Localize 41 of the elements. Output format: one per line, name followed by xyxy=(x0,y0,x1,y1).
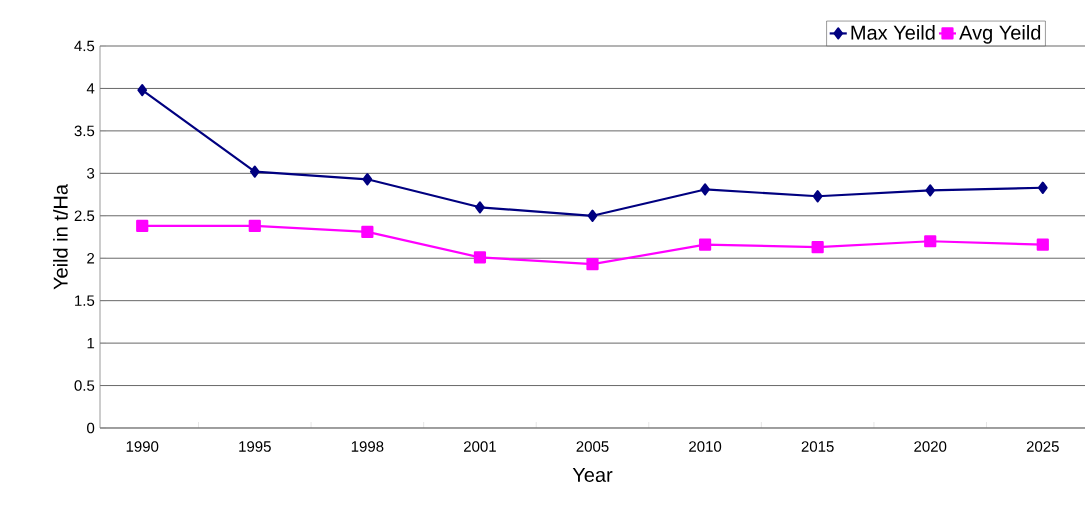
point xyxy=(248,219,261,233)
point xyxy=(137,84,148,97)
y-tick-label: 0 xyxy=(87,422,95,434)
point xyxy=(587,209,598,222)
y-tick-label: 1 xyxy=(87,337,95,349)
y-tick-label: 0.5 xyxy=(74,380,95,391)
legend-label: Max Yeild xyxy=(851,25,935,40)
y-tick-label: 2.5 xyxy=(74,210,95,222)
x-tick-label: 2025 xyxy=(1026,441,1059,452)
x-tick-label: 2010 xyxy=(689,441,722,452)
x-tick-label: 1995 xyxy=(239,441,271,452)
x-tick-label: 2020 xyxy=(914,441,947,452)
point xyxy=(473,251,487,264)
point xyxy=(1036,238,1049,251)
x-axis-title: Year xyxy=(572,468,613,482)
point xyxy=(925,184,936,197)
x-tick-label: 1990 xyxy=(126,441,159,452)
y-tick-label: 4 xyxy=(86,83,95,94)
y-tick-label: 3.5 xyxy=(74,125,95,137)
point xyxy=(811,241,824,254)
y-tick-label: 1.5 xyxy=(75,295,95,306)
point xyxy=(475,201,485,214)
y-tick-label: 3 xyxy=(87,168,95,179)
point xyxy=(361,225,374,239)
x-tick-label: 2005 xyxy=(576,441,609,452)
point xyxy=(249,165,260,178)
point xyxy=(136,219,149,233)
x-tick-label: 2015 xyxy=(801,441,834,452)
x-tick-label: 2001 xyxy=(464,441,496,452)
point xyxy=(1037,181,1048,194)
y-tick-label: 2 xyxy=(87,252,95,264)
point xyxy=(586,258,599,271)
legend-label: Avg Yeild xyxy=(959,25,1041,44)
point xyxy=(700,183,710,196)
point xyxy=(924,235,937,248)
y-axis-title: Yeild in t/Ha xyxy=(53,184,68,290)
point xyxy=(698,238,712,251)
point xyxy=(812,190,823,203)
x-tick-label: 1998 xyxy=(351,441,384,452)
y-tick-label: 4.5 xyxy=(74,40,95,52)
point xyxy=(362,173,373,186)
